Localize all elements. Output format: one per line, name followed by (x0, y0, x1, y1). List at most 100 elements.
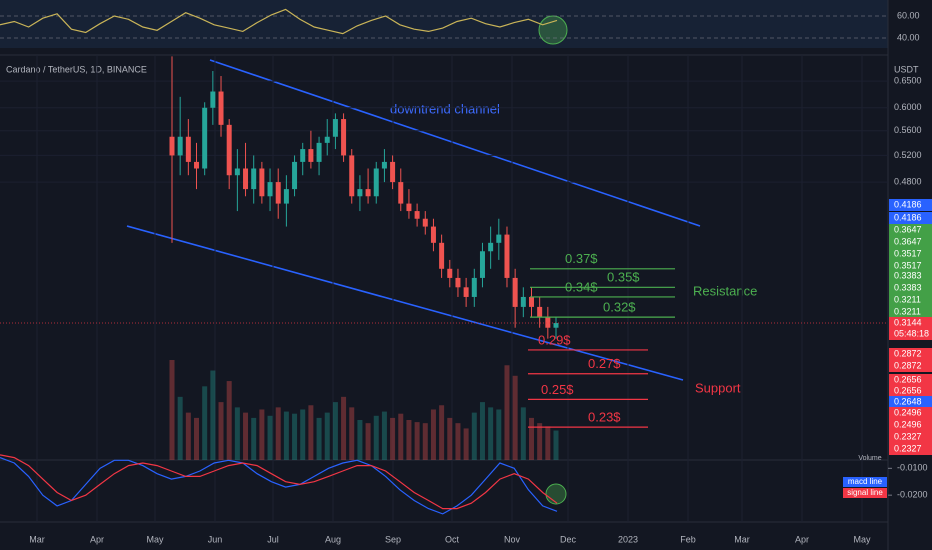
price-tag-label: 0.2327 (894, 431, 922, 441)
price-tag-label: 0.2656 (894, 374, 922, 384)
candle-body (520, 296, 526, 307)
volume-bar (365, 423, 371, 460)
volume-bar (537, 423, 543, 460)
price-tag (889, 282, 932, 294)
volume-bar (373, 415, 379, 460)
candle-body (185, 136, 191, 162)
y-axis-label: USDT (894, 64, 919, 74)
price-tag-label: 0.3211 (894, 306, 921, 316)
price-tag (889, 248, 932, 260)
volume-bar (488, 407, 494, 460)
price-tag-label: 0.2656 (894, 385, 922, 395)
price-tag-label: 0.2872 (894, 348, 922, 358)
indicator-line (0, 457, 558, 515)
resistance-label: Resistance (693, 283, 757, 298)
indicator-line (0, 8, 558, 35)
x-tick-label: Sep (385, 534, 401, 544)
candle-body (390, 161, 396, 183)
volume-bar (292, 413, 298, 460)
rsi-panel (0, 0, 888, 48)
candle-body (553, 323, 559, 328)
chart-title: Cardano / TetherUS, 1D, BINANCE (6, 64, 147, 74)
support-label: Support (695, 380, 741, 395)
volume-bar (226, 381, 232, 460)
volume-bar (553, 430, 559, 460)
x-tick-label: Oct (445, 534, 460, 544)
price-tag (889, 306, 932, 318)
channel-lower (126, 225, 684, 381)
price-tag (889, 270, 932, 282)
price-tag (889, 294, 932, 306)
volume-bar (316, 417, 322, 460)
volume-bar (422, 423, 428, 460)
legend-entry: macd line (848, 477, 883, 486)
volume-bar (177, 396, 183, 460)
volume-label: Volume (858, 455, 881, 462)
volume-bar (259, 409, 265, 460)
candle-body (439, 242, 445, 269)
candle-body (398, 182, 404, 204)
price-tag (889, 407, 932, 419)
candle-body (234, 168, 240, 176)
candle-body (496, 234, 502, 243)
x-tick-label: Nov (504, 534, 521, 544)
price-tag (889, 419, 932, 431)
volume-bar (414, 422, 420, 460)
candle-body (300, 149, 306, 162)
volume-bar (390, 417, 396, 460)
y-tick-label: 60.00 (897, 10, 920, 20)
countdown: 05:48:18 (894, 328, 929, 338)
price-tag (889, 431, 932, 443)
price-tag-label: 0.3647 (894, 224, 922, 234)
price-tag (889, 348, 932, 360)
candle-body (545, 317, 551, 328)
candle-body (226, 124, 232, 176)
volume-bar (341, 396, 347, 460)
candle-body (373, 168, 379, 197)
candle-body (406, 203, 412, 212)
level-label: 0.27$ (588, 356, 621, 371)
price-tag-label: 0.2496 (894, 419, 922, 429)
volume-bar (349, 407, 355, 460)
volume-bar (471, 412, 477, 460)
volume-bar (520, 407, 526, 460)
level-label: 0.25$ (541, 382, 574, 397)
candle-body (455, 277, 461, 288)
price-tag (889, 328, 932, 340)
price-tag-label: 0.3647 (894, 236, 922, 246)
x-tick-label: Dec (560, 534, 577, 544)
price-tag (889, 360, 932, 372)
x-tick-label: Jun (208, 534, 223, 544)
highlight (545, 483, 567, 505)
volume-bar (308, 405, 314, 460)
indicator-line (0, 454, 558, 510)
candle-body (341, 119, 347, 156)
x-tick-label: Apr (90, 534, 104, 544)
candle-body (283, 189, 289, 204)
volume-bar (169, 360, 175, 460)
highlight (538, 15, 568, 45)
price-tag (889, 317, 932, 329)
candle-body (430, 226, 436, 243)
price-tag-label: 0.3383 (894, 270, 922, 280)
volume-bar (430, 409, 436, 460)
channel-label: downtrend channel (390, 101, 500, 116)
volume-bar (455, 423, 461, 460)
price-tag-label: 0.2648 (894, 396, 922, 406)
candle-body (324, 136, 330, 143)
volume-bar (324, 412, 330, 460)
volume-bar (381, 411, 387, 460)
x-tick-label: Jul (267, 534, 279, 544)
candle-body (357, 189, 363, 197)
candle-body (194, 161, 200, 169)
volume-bar (398, 413, 404, 460)
volume-bar (234, 407, 240, 460)
y-tick-label: 0.5200 (894, 150, 922, 160)
candle-body (365, 189, 371, 197)
volume-bar (275, 407, 281, 460)
volume-bar (332, 402, 338, 460)
price-tag (889, 374, 932, 386)
y-tick-label: -0.0100 (897, 463, 928, 473)
volume-bar (243, 412, 249, 460)
